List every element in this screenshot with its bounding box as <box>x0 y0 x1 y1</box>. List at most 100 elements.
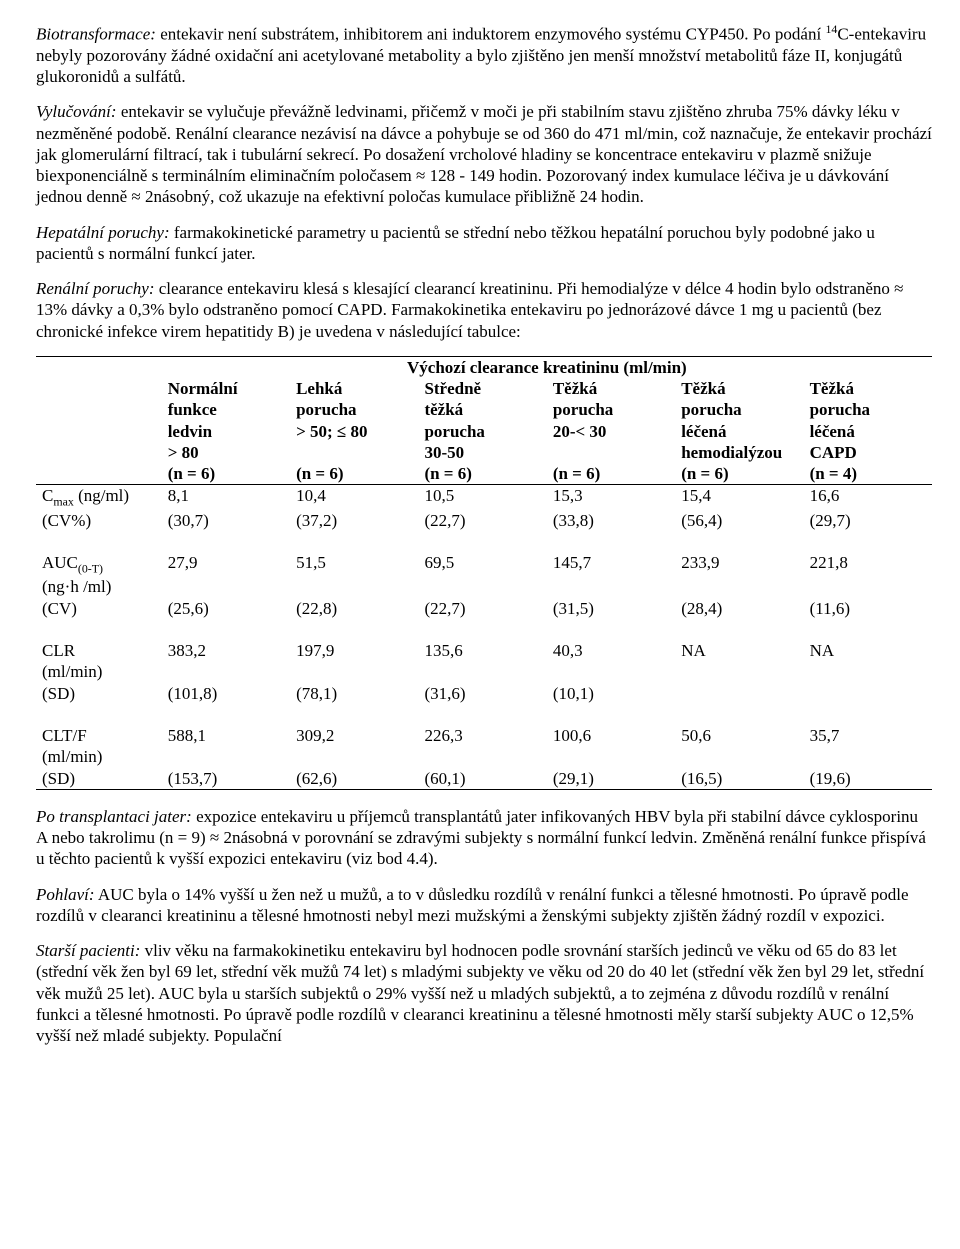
cell: 10,4 <box>290 485 418 510</box>
cell: 226,3 <box>418 725 546 746</box>
col-h: ledvin <box>162 421 290 442</box>
col-h <box>547 442 675 463</box>
col-h: (n = 6) <box>290 463 418 485</box>
col-h: Těžká <box>675 378 803 399</box>
col-h: porucha <box>804 399 932 420</box>
cell: (22,8) <box>290 598 418 619</box>
run-sup: 14 <box>825 22 837 36</box>
col-h: porucha <box>547 399 675 420</box>
cell: 145,7 <box>547 552 675 576</box>
cell <box>804 683 932 704</box>
cell: (78,1) <box>290 683 418 704</box>
table-row-spacer <box>36 531 932 552</box>
cell: 10,5 <box>418 485 546 510</box>
table-row: (ml/min) <box>36 661 932 682</box>
row-label: Cmax (ng/ml) <box>36 485 162 510</box>
table-row-spacer <box>36 704 932 725</box>
cell: (62,6) <box>290 768 418 790</box>
col-h: Lehká <box>290 378 418 399</box>
para-biotransformation: Biotransformace: entekavir není substrát… <box>36 22 932 87</box>
cell: (10,1) <box>547 683 675 704</box>
para-elderly: Starší pacienti: vliv věku na farmakokin… <box>36 940 932 1046</box>
cell: NA <box>675 640 803 661</box>
cell: 100,6 <box>547 725 675 746</box>
table-row: (SD) (101,8) (78,1) (31,6) (10,1) <box>36 683 932 704</box>
cell: 69,5 <box>418 552 546 576</box>
row-label: (SD) <box>36 683 162 704</box>
cell: (29,1) <box>547 768 675 790</box>
row-label: (SD) <box>36 768 162 790</box>
cell: (19,6) <box>804 768 932 790</box>
run: clearance entekaviru klesá s klesající c… <box>36 279 904 341</box>
table-head-row: funkce porucha těžká porucha porucha por… <box>36 399 932 420</box>
cell: NA <box>804 640 932 661</box>
cell: 50,6 <box>675 725 803 746</box>
col-h: léčená <box>675 421 803 442</box>
cell: (60,1) <box>418 768 546 790</box>
col-h: 20-< 30 <box>547 421 675 442</box>
col-h <box>290 442 418 463</box>
col-h: hemodialýzou <box>675 442 803 463</box>
col-h: 30-50 <box>418 442 546 463</box>
col-h: těžká <box>418 399 546 420</box>
col-h: léčená <box>804 421 932 442</box>
cell: 135,6 <box>418 640 546 661</box>
col-h: porucha <box>418 421 546 442</box>
table-head-row: Normální Lehká Středně Těžká Těžká Těžká <box>36 378 932 399</box>
para-gender: Pohlaví: AUC byla o 14% vyšší u žen než … <box>36 884 932 927</box>
run-label: Hepatální poruchy: <box>36 223 170 242</box>
table-row-spacer <box>36 619 932 640</box>
table-head-row: ledvin > 50; ≤ 80 porucha 20-< 30 léčená… <box>36 421 932 442</box>
table-row: AUC(0-T) 27,9 51,5 69,5 145,7 233,9 221,… <box>36 552 932 576</box>
row-label: CLT/F <box>36 725 162 746</box>
row-label: (ml/min) <box>36 746 162 767</box>
cell: (11,6) <box>804 598 932 619</box>
cell: (22,7) <box>418 598 546 619</box>
cell: (30,7) <box>162 510 290 531</box>
run-label: Vylučování: <box>36 102 117 121</box>
cell: 197,9 <box>290 640 418 661</box>
col-h: porucha <box>675 399 803 420</box>
row-label: AUC(0-T) <box>36 552 162 576</box>
row-label: (ml/min) <box>36 661 162 682</box>
row-label: (ng·h /ml) <box>36 576 162 597</box>
table-row: CLR 383,2 197,9 135,6 40,3 NA NA <box>36 640 932 661</box>
col-h: (n = 6) <box>162 463 290 485</box>
cell: 51,5 <box>290 552 418 576</box>
table-row: (CV) (25,6) (22,8) (22,7) (31,5) (28,4) … <box>36 598 932 619</box>
table-row: (CV%) (30,7) (37,2) (22,7) (33,8) (56,4)… <box>36 510 932 531</box>
col-h: Těžká <box>804 378 932 399</box>
col-h: Těžká <box>547 378 675 399</box>
table-row: CLT/F 588,1 309,2 226,3 100,6 50,6 35,7 <box>36 725 932 746</box>
cell: 309,2 <box>290 725 418 746</box>
run-label: Po transplantaci jater: <box>36 807 192 826</box>
cell: 35,7 <box>804 725 932 746</box>
cell: (31,6) <box>418 683 546 704</box>
run: entekavir není substrátem, inhibitorem a… <box>156 25 826 44</box>
col-h: (n = 6) <box>418 463 546 485</box>
para-hepatic: Hepatální poruchy: farmakokinetické para… <box>36 222 932 265</box>
table-head-row: (n = 6) (n = 6) (n = 6) (n = 6) (n = 6) … <box>36 463 932 485</box>
row-label: CLR <box>36 640 162 661</box>
col-h: > 80 <box>162 442 290 463</box>
pk-table: Výchozí clearance kreatininu (ml/min) No… <box>36 356 932 790</box>
col-h: (n = 6) <box>675 463 803 485</box>
cell: 233,9 <box>675 552 803 576</box>
cell: (33,8) <box>547 510 675 531</box>
cell <box>675 683 803 704</box>
cell: (101,8) <box>162 683 290 704</box>
cell: (153,7) <box>162 768 290 790</box>
cell: 16,6 <box>804 485 932 510</box>
run: entekavir se vylučuje převážně ledvinami… <box>36 102 932 206</box>
para-liver-transplant: Po transplantaci jater: expozice entekav… <box>36 806 932 870</box>
cell: (16,5) <box>675 768 803 790</box>
table-row: Cmax (ng/ml) 8,1 10,4 10,5 15,3 15,4 16,… <box>36 485 932 510</box>
table-head-row: > 80 30-50 hemodialýzou CAPD <box>36 442 932 463</box>
run-label: Starší pacienti: <box>36 941 140 960</box>
cell: (22,7) <box>418 510 546 531</box>
col-h: Normální <box>162 378 290 399</box>
cell: 8,1 <box>162 485 290 510</box>
cell: (28,4) <box>675 598 803 619</box>
row-label: (CV%) <box>36 510 162 531</box>
run: vliv věku na farmakokinetiku entekaviru … <box>36 941 924 1045</box>
